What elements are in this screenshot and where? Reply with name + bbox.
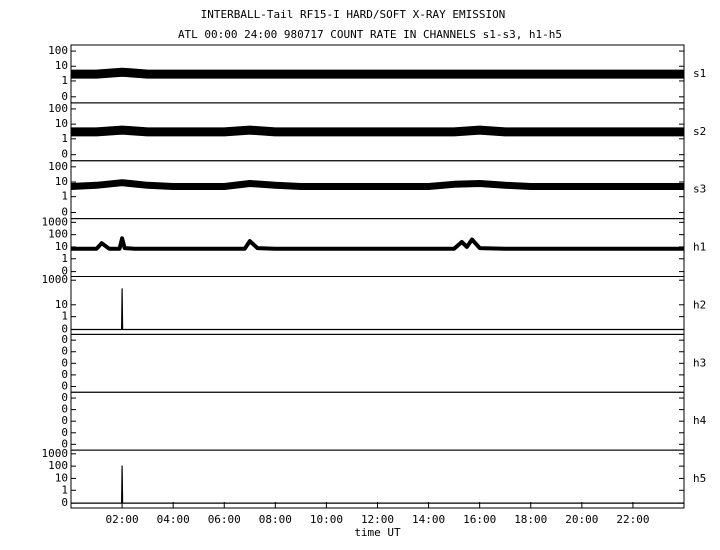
y-tick-label: 0 (61, 322, 68, 335)
y-tick-label: 0 (61, 426, 68, 439)
panel-frame (70, 449, 685, 509)
y-tick-label: 1000 (42, 447, 69, 460)
x-axis-label: time UT (354, 526, 401, 539)
chart-subtitle: ATL 00:00 24:00 980717 COUNT RATE IN CHA… (178, 28, 562, 41)
y-tick-label: 10 (55, 117, 68, 130)
y-tick-label: 100 (48, 228, 68, 241)
channel-label: h2 (693, 298, 706, 311)
y-tick-label: 1 (61, 310, 68, 323)
y-tick-label: 100 (48, 459, 68, 472)
y-tick-label: 0 (61, 265, 68, 278)
y-tick-label: 0 (61, 496, 68, 509)
channel-label: h1 (693, 241, 706, 254)
y-tick-label: 0 (61, 414, 68, 427)
trace (70, 179, 684, 190)
x-tick-label: 04:00 (157, 513, 190, 526)
y-tick-label: 10 (55, 175, 68, 188)
y-tick-label: 1000 (42, 215, 69, 228)
x-tick-label: 02:00 (106, 513, 139, 526)
y-tick-label: 0 (61, 403, 68, 416)
x-tick-label: 22:00 (616, 513, 649, 526)
chart-title: INTERBALL-Tail RF15-I HARD/SOFT X-RAY EM… (201, 8, 506, 21)
channel-label: s3 (693, 183, 706, 196)
x-tick-label: 20:00 (565, 513, 598, 526)
y-tick-label: 10 (55, 298, 68, 311)
x-tick-label: 06:00 (208, 513, 241, 526)
y-tick-label: 1000 (42, 273, 69, 286)
y-tick-label: 10 (55, 59, 68, 72)
channel-label: h4 (693, 414, 707, 427)
y-tick-label: 10 (55, 240, 68, 253)
y-tick-label: 100 (48, 160, 68, 173)
y-tick-label: 0 (61, 148, 68, 161)
y-tick-label: 0 (61, 437, 68, 450)
y-tick-label: 1 (61, 132, 68, 145)
y-tick-label: 100 (48, 102, 68, 115)
channel-label: s2 (693, 125, 706, 138)
channel-label: s1 (693, 67, 706, 80)
x-tick-label: 10:00 (310, 513, 343, 526)
channel-label: h5 (693, 472, 706, 485)
x-tick-label: 16:00 (463, 513, 496, 526)
y-tick-label: 0 (61, 90, 68, 103)
trace (71, 236, 684, 251)
channel-label: h3 (693, 356, 706, 369)
y-tick-label: 10 (55, 471, 68, 484)
panel-frame (70, 276, 685, 335)
trace (71, 125, 684, 137)
y-tick-label: 0 (61, 356, 68, 369)
x-tick-label: 14:00 (412, 513, 445, 526)
y-tick-label: 1 (61, 252, 68, 265)
x-tick-label: 18:00 (514, 513, 547, 526)
y-tick-label: 0 (61, 379, 68, 392)
y-tick-label: 100 (48, 44, 68, 57)
y-tick-label: 1 (61, 74, 68, 87)
y-tick-label: 0 (61, 368, 68, 381)
y-tick-label: 1 (61, 190, 68, 203)
trace (71, 288, 684, 331)
y-tick-label: 1 (61, 483, 68, 496)
y-tick-label: 0 (61, 391, 68, 404)
trace (71, 465, 684, 504)
x-tick-label: 08:00 (259, 513, 292, 526)
y-tick-label: 0 (61, 206, 68, 219)
x-tick-label: 12:00 (361, 513, 394, 526)
panel-frame (70, 391, 685, 451)
y-tick-label: 0 (61, 333, 68, 346)
trace (71, 67, 684, 79)
panel-frame (70, 333, 685, 393)
y-tick-label: 0 (61, 345, 68, 358)
